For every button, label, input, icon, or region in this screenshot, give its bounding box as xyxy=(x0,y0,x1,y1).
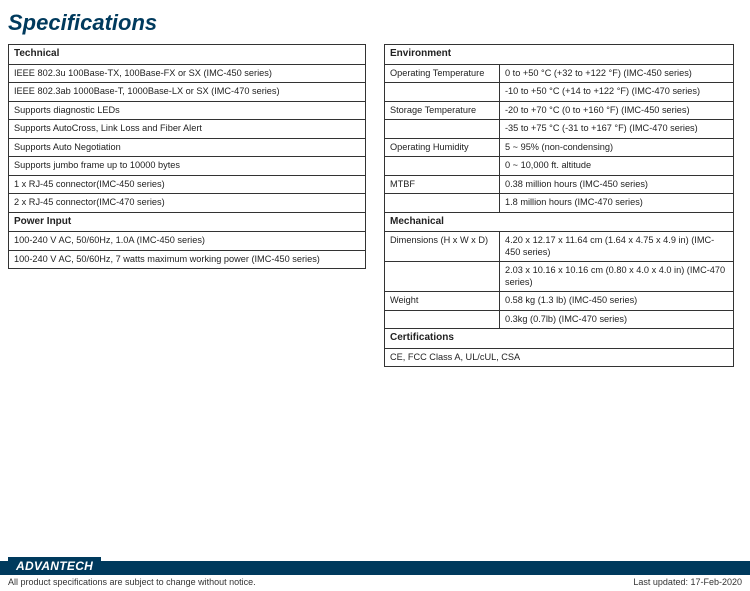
right-column: Environment Operating Temperature0 to +5… xyxy=(384,44,734,367)
technical-row: Supports jumbo frame up to 10000 bytes xyxy=(9,157,366,176)
environment-header: Environment xyxy=(385,45,734,65)
env-label: Storage Temperature xyxy=(385,101,500,120)
brand-logo: ADVANTECH xyxy=(8,557,101,575)
technical-row: Supports diagnostic LEDs xyxy=(9,101,366,120)
mech-value: 0.58 kg (1.3 lb) (IMC-450 series) xyxy=(500,292,734,311)
env-label xyxy=(385,194,500,213)
env-value: -10 to +50 °C (+14 to +122 °F) (IMC-470 … xyxy=(500,83,734,102)
footer: ADVANTECH All product specifications are… xyxy=(0,561,750,591)
technical-row: IEEE 802.3ab 1000Base-T, 1000Base-LX or … xyxy=(9,83,366,102)
footer-text: All product specifications are subject t… xyxy=(0,575,750,591)
mech-value: 0.3kg (0.7lb) (IMC-470 series) xyxy=(500,310,734,329)
env-value: 1.8 million hours (IMC-470 series) xyxy=(500,194,734,213)
certifications-value: CE, FCC Class A, UL/cUL, CSA xyxy=(385,348,734,367)
technical-row: Supports AutoCross, Link Loss and Fiber … xyxy=(9,120,366,139)
columns: Technical IEEE 802.3u 100Base-TX, 100Bas… xyxy=(8,44,742,367)
power-row: 100-240 V AC, 50/60Hz, 1.0A (IMC-450 ser… xyxy=(9,232,366,251)
env-value: -35 to +75 °C (-31 to +167 °F) (IMC-470 … xyxy=(500,120,734,139)
env-value: 5 ~ 95% (non-condensing) xyxy=(500,138,734,157)
certifications-header: Certifications xyxy=(385,329,734,349)
env-label: Operating Humidity xyxy=(385,138,500,157)
mech-label: Weight xyxy=(385,292,500,311)
mech-label: Dimensions (H x W x D) xyxy=(385,232,500,262)
footer-disclaimer: All product specifications are subject t… xyxy=(8,577,256,587)
env-value: 0 to +50 °C (+32 to +122 °F) (IMC-450 se… xyxy=(500,64,734,83)
footer-updated: Last updated: 17-Feb-2020 xyxy=(633,577,742,587)
env-value: 0.38 million hours (IMC-450 series) xyxy=(500,175,734,194)
env-label xyxy=(385,83,500,102)
env-value: 0 ~ 10,000 ft. altitude xyxy=(500,157,734,176)
power-row: 100-240 V AC, 50/60Hz, 7 watts maximum w… xyxy=(9,250,366,269)
left-table: Technical IEEE 802.3u 100Base-TX, 100Bas… xyxy=(8,44,366,269)
mech-label xyxy=(385,262,500,292)
env-label xyxy=(385,157,500,176)
page-title: Specifications xyxy=(8,10,742,36)
env-value: -20 to +70 °C (0 to +160 °F) (IMC-450 se… xyxy=(500,101,734,120)
env-label: MTBF xyxy=(385,175,500,194)
mechanical-header: Mechanical xyxy=(385,212,734,232)
mech-value: 2.03 x 10.16 x 10.16 cm (0.80 x 4.0 x 4.… xyxy=(500,262,734,292)
power-header: Power Input xyxy=(9,212,366,232)
env-label: Operating Temperature xyxy=(385,64,500,83)
technical-row: 1 x RJ-45 connector(IMC-450 series) xyxy=(9,175,366,194)
env-label xyxy=(385,120,500,139)
technical-row: 2 x RJ-45 connector(IMC-470 series) xyxy=(9,194,366,213)
technical-header: Technical xyxy=(9,45,366,65)
mech-label xyxy=(385,310,500,329)
right-table: Environment Operating Temperature0 to +5… xyxy=(384,44,734,367)
technical-row: Supports Auto Negotiation xyxy=(9,138,366,157)
left-column: Technical IEEE 802.3u 100Base-TX, 100Bas… xyxy=(8,44,366,367)
footer-bar: ADVANTECH xyxy=(0,561,750,575)
technical-row: IEEE 802.3u 100Base-TX, 100Base-FX or SX… xyxy=(9,64,366,83)
mech-value: 4.20 x 12.17 x 11.64 cm (1.64 x 4.75 x 4… xyxy=(500,232,734,262)
